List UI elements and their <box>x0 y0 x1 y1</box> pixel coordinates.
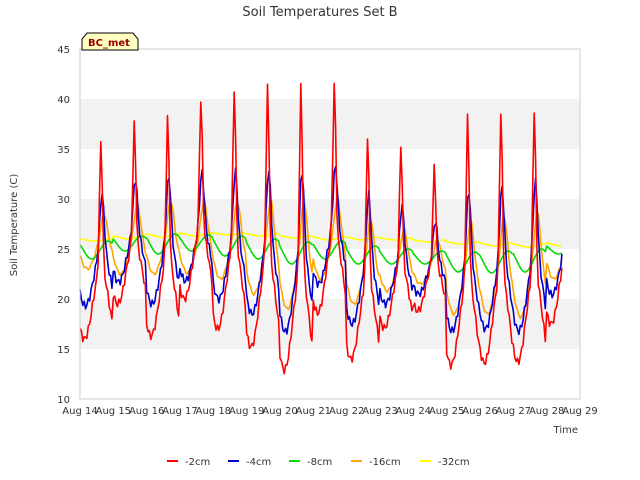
y-tick-label: 25 <box>57 245 70 256</box>
legend-item: -16cm <box>351 457 401 468</box>
legend-item: -2cm <box>167 457 210 468</box>
y-tick-label: 20 <box>57 295 70 306</box>
chart-title: Soil Temperatures Set B <box>242 5 397 20</box>
x-tick-label: Aug 15 <box>96 406 131 417</box>
series-line-minus-8cm <box>79 233 563 274</box>
x-tick-label: Aug 24 <box>396 406 431 417</box>
x-tick-label: Aug 26 <box>462 406 497 417</box>
y-tick-label: 45 <box>57 45 70 56</box>
x-tick-label: Aug 16 <box>129 406 164 417</box>
x-tick-label: Aug 14 <box>62 406 97 417</box>
grid-bands <box>80 99 580 349</box>
y-tick-label: 30 <box>57 195 70 206</box>
y-tick-label: 10 <box>57 395 70 406</box>
y-axis-ticks: 10 15 20 25 30 35 40 45 <box>57 45 70 406</box>
legend-item: -32cm <box>420 457 470 468</box>
series-layer <box>79 82 563 375</box>
plot-frame <box>79 48 581 400</box>
legend: -2cm -4cm -8cm -16cm -32cm <box>167 457 470 468</box>
legend-item: -8cm <box>289 457 332 468</box>
y-tick-label: 15 <box>57 345 70 356</box>
x-tick-label: Aug 29 <box>562 406 597 417</box>
series-line-minus-32cm <box>79 232 562 248</box>
legend-label: -2cm <box>185 457 210 468</box>
annotation-label: BC_met <box>88 38 130 49</box>
x-tick-label: Aug 25 <box>429 406 464 417</box>
series-line-minus-4cm <box>79 165 563 336</box>
x-tick-label: Aug 27 <box>496 406 531 417</box>
x-tick-label: Aug 21 <box>296 406 331 417</box>
series-line-minus-2cm <box>79 82 563 375</box>
x-tick-label: Aug 19 <box>229 406 264 417</box>
y-axis-label: Soil Temperature (C) <box>9 174 20 277</box>
y-tick-label: 35 <box>57 145 70 156</box>
x-axis-label: Time <box>553 425 578 436</box>
x-tick-label: Aug 28 <box>529 406 564 417</box>
grid-band <box>80 299 580 349</box>
legend-label: -8cm <box>307 457 332 468</box>
legend-label: -16cm <box>369 457 401 468</box>
legend-label: -32cm <box>438 457 470 468</box>
y-tick-label: 40 <box>57 95 70 106</box>
annotation-badge: BC_met <box>81 32 139 51</box>
legend-label: -4cm <box>246 457 271 468</box>
series-line-minus-16cm <box>79 198 563 320</box>
grid-band <box>80 99 580 149</box>
x-tick-label: Aug 18 <box>196 406 231 417</box>
x-tick-label: Aug 17 <box>162 406 197 417</box>
legend-item: -4cm <box>228 457 271 468</box>
x-tick-label: Aug 22 <box>329 406 364 417</box>
x-tick-label: Aug 20 <box>262 406 297 417</box>
x-tick-label: Aug 23 <box>362 406 397 417</box>
